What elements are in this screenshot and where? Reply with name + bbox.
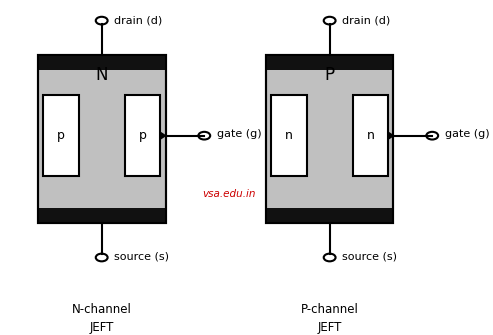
Text: n: n	[367, 129, 375, 142]
Text: n: n	[285, 129, 293, 142]
Bar	[38, 208, 166, 223]
Polygon shape	[160, 132, 166, 139]
Bar	[125, 95, 160, 176]
Bar	[271, 95, 307, 176]
Text: N-channel
JEFT: N-channel JEFT	[72, 304, 132, 334]
Bar	[266, 55, 393, 223]
Bar	[38, 55, 166, 70]
Bar	[266, 208, 393, 223]
Bar	[266, 55, 393, 223]
Text: P: P	[324, 66, 335, 84]
Text: source (s): source (s)	[114, 252, 170, 262]
Text: P-channel
JEFT: P-channel JEFT	[301, 304, 358, 334]
Text: vsa.edu.in: vsa.edu.in	[203, 189, 256, 199]
Bar	[38, 55, 166, 223]
Text: source (s): source (s)	[343, 252, 397, 262]
Bar	[38, 55, 166, 223]
Text: p: p	[57, 129, 65, 142]
Bar	[266, 55, 393, 70]
Bar	[352, 95, 388, 176]
Polygon shape	[388, 132, 393, 139]
Text: gate (g): gate (g)	[217, 129, 262, 139]
Text: gate (g): gate (g)	[445, 129, 490, 139]
Text: p: p	[139, 129, 146, 142]
Text: drain (d): drain (d)	[114, 15, 163, 25]
Text: drain (d): drain (d)	[343, 15, 390, 25]
Bar	[43, 95, 79, 176]
Text: N: N	[96, 66, 108, 84]
